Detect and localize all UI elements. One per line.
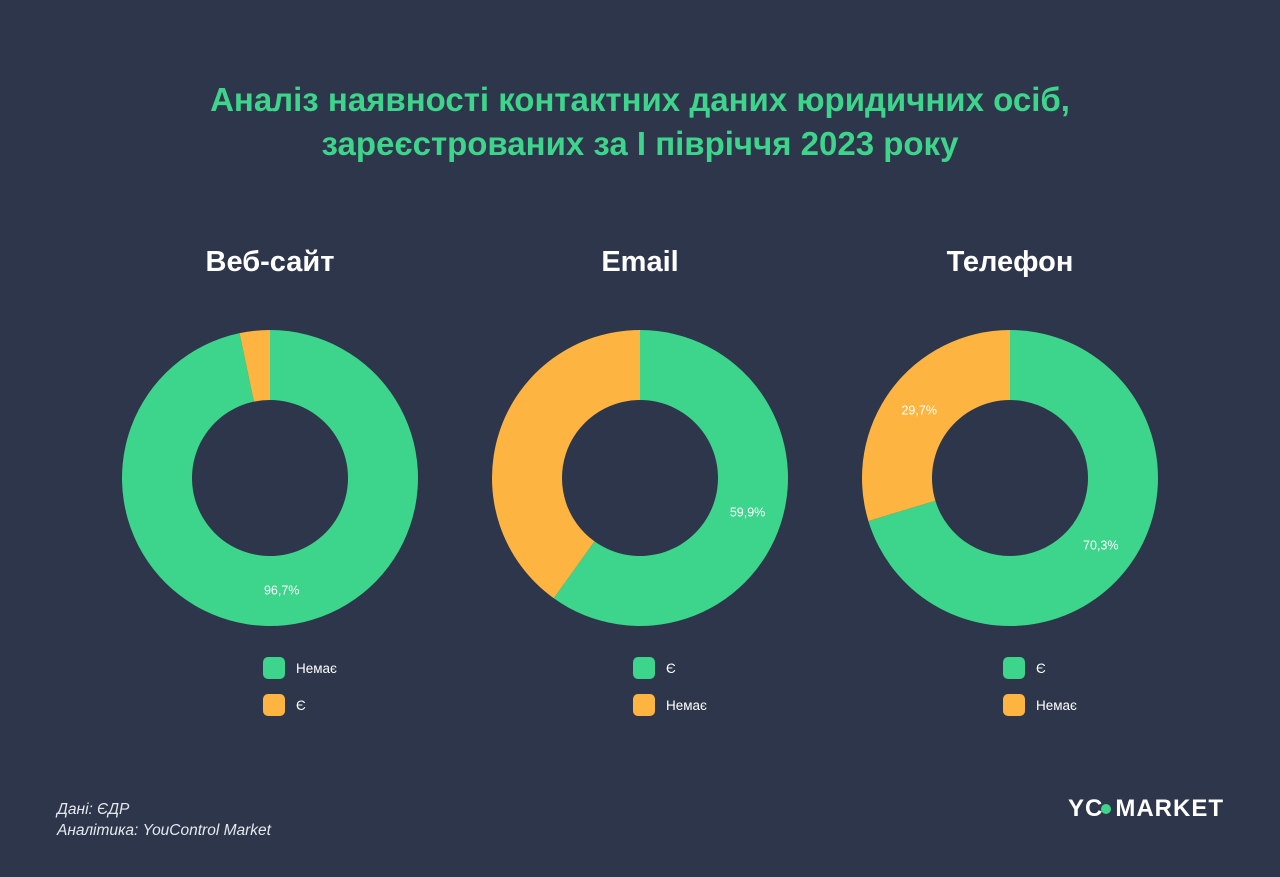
donut-slice-0	[868, 330, 1158, 626]
email-legend-item-no: Немає	[633, 694, 707, 716]
logo-right: MARKET	[1115, 795, 1224, 822]
legend-swatch	[1003, 657, 1025, 679]
phone-chart-title: Телефон	[946, 246, 1074, 278]
footer-credits: Дані: ЄДР Аналітика: YouControl Market	[57, 799, 271, 841]
legend-swatch	[1003, 694, 1025, 716]
youcontrol-market-logo: YC MARKET	[1068, 795, 1224, 823]
donut-value-label: 59,9%	[730, 506, 765, 520]
donut-value-label: 29,7%	[901, 404, 936, 418]
donut-slice-0	[553, 330, 788, 626]
legend-label: Є	[1036, 660, 1046, 676]
email-chart-title: Email	[601, 246, 679, 278]
donut-slice-1	[862, 330, 1010, 522]
chart-title-line-2: зареєстрованих за І півріччя 2023 року	[321, 125, 959, 162]
legend-label: Є	[296, 697, 306, 713]
phone-legend-item-yes: Є	[1003, 657, 1046, 679]
chart-title-line-1: Аналіз наявності контактних даних юридич…	[210, 81, 1070, 118]
website-chart-title: Веб-сайт	[205, 246, 335, 278]
phone-donut-chart: 70,3% 29,7%	[862, 330, 1158, 626]
chart-title: Аналіз наявності контактних даних юридич…	[0, 78, 1280, 166]
legend-label: Немає	[666, 697, 707, 713]
donut-slice-1	[492, 330, 640, 599]
donut-value-label: 96,7%	[264, 583, 299, 597]
email-legend-item-yes: Є	[633, 657, 676, 679]
legend-swatch	[633, 694, 655, 716]
legend-label: Немає	[1036, 697, 1077, 713]
legend-swatch	[263, 694, 285, 716]
email-donut-chart: 59,9%	[492, 330, 788, 626]
donut-slice-0	[121, 330, 418, 626]
website-panel: Веб-сайт 96,7% Немає Є	[100, 240, 440, 730]
logo-left: YC	[1068, 795, 1104, 822]
legend-label: Немає	[296, 660, 337, 676]
website-legend-item-no: Немає	[263, 657, 337, 679]
legend-swatch	[633, 657, 655, 679]
donut-value-label: 70,3%	[1083, 538, 1118, 552]
logo-dot-icon	[1101, 804, 1112, 814]
email-panel: Email 59,9% Є Немає	[470, 240, 810, 730]
analytics-credit: Аналітика: YouControl Market	[57, 822, 271, 839]
website-donut-chart: 96,7%	[121, 330, 418, 626]
phone-legend-item-no: Немає	[1003, 694, 1077, 716]
donut-slice-1	[239, 330, 270, 402]
legend-label: Є	[666, 660, 676, 676]
phone-panel: Телефон 70,3% 29,7% Є Немає	[840, 240, 1180, 730]
data-source: Дані: ЄДР	[57, 801, 130, 818]
legend-swatch	[263, 657, 285, 679]
website-legend-item-yes: Є	[263, 694, 306, 716]
